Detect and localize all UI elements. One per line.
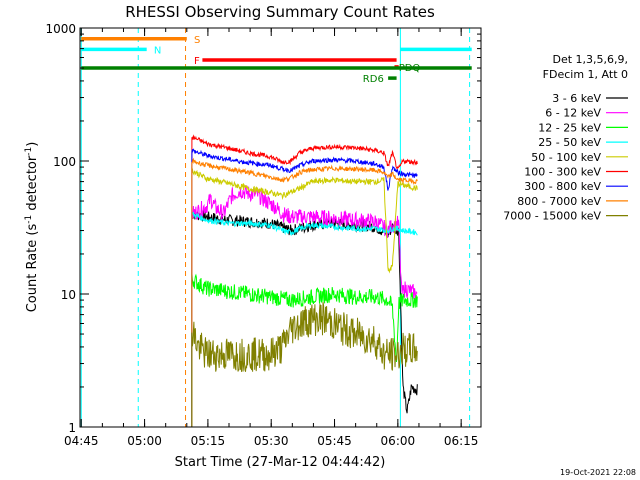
legend-header-2: FDecim 1, Att 0 xyxy=(543,68,628,81)
y-tick-label: 10 xyxy=(61,288,76,302)
series-25-50-kev xyxy=(191,211,418,427)
legend-label-7000-15000-kev: 7000 - 15000 keV xyxy=(503,210,601,223)
timestamp: 19-Oct-2021 22:08 xyxy=(560,468,636,477)
flag-label-s: S xyxy=(194,35,200,46)
plot-frame xyxy=(79,27,482,428)
legend-label-25-50-kev: 25 - 50 keV xyxy=(538,136,601,149)
legend: Det 1,3,5,6,9, FDecim 1, Att 0 3 - 6 keV… xyxy=(503,53,628,223)
legend-label-300-800-kev: 300 - 800 keV xyxy=(524,180,601,193)
y-tick-label: 1000 xyxy=(45,22,76,36)
x-tick-label: 05:15 xyxy=(191,434,226,448)
legend-label-100-300-kev: 100 - 300 keV xyxy=(524,166,601,179)
x-tick-label: 05:30 xyxy=(254,434,289,448)
y-axis: 1 10 100 1000 xyxy=(45,22,481,435)
legend-header-1: Det 1,3,5,6,9, xyxy=(552,53,628,66)
flag-label-rd6: RD6 xyxy=(363,74,384,85)
y-axis-label: Count Rate (s-1 detector-1) xyxy=(24,142,40,313)
event-markers xyxy=(80,28,471,427)
x-axis: 04:45 05:00 05:15 05:30 05:45 06:00 06:15 xyxy=(64,28,478,448)
series-800-7000-kev xyxy=(191,157,418,427)
x-axis-label: Start Time (27-Mar-12 04:44:42) xyxy=(175,455,386,470)
x-tick-label: 06:00 xyxy=(381,434,416,448)
series-12-25-kev xyxy=(191,272,418,427)
series-50-100-kev xyxy=(191,166,418,427)
series-group xyxy=(191,134,418,427)
legend-label-3-6-kev: 3 - 6 keV xyxy=(552,92,601,105)
legend-label-50-100-kev: 50 - 100 keV xyxy=(531,151,601,164)
y-tick-label: 100 xyxy=(53,155,76,169)
series-100-300-kev xyxy=(191,134,418,427)
legend-label-800-7000-kev: 800 - 7000 keV xyxy=(517,195,601,208)
series-7000-15000-kev xyxy=(191,301,418,427)
y-tick-label: 1 xyxy=(68,421,76,435)
x-tick-label: 05:45 xyxy=(317,434,352,448)
series-6-12-kev xyxy=(191,185,418,427)
series-3-6-kev xyxy=(191,209,418,427)
flag-bars: SNFPDQRD6 xyxy=(81,35,472,85)
x-tick-label: 06:15 xyxy=(444,434,479,448)
legend-label-6-12-kev: 6 - 12 keV xyxy=(545,107,601,120)
x-tick-label: 04:45 xyxy=(64,434,99,448)
x-tick-label: 05:00 xyxy=(127,434,162,448)
flag-label-f: F xyxy=(194,56,200,67)
flag-label-n: N xyxy=(154,45,161,56)
series-300-800-kev xyxy=(191,148,418,427)
legend-label-12-25-kev: 12 - 25 keV xyxy=(538,121,601,134)
chart-title: RHESSI Observing Summary Count Rates xyxy=(125,3,435,21)
